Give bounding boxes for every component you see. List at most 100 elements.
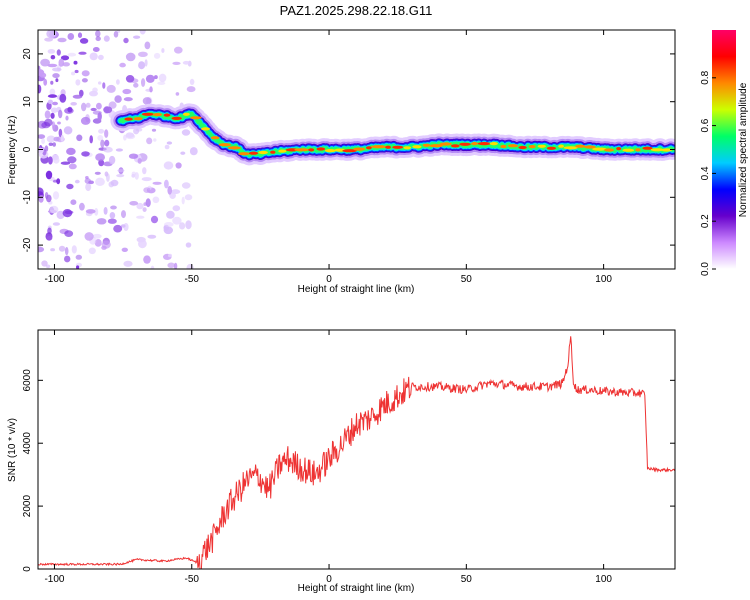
noise-blob <box>74 179 80 184</box>
noise-blob <box>94 239 102 247</box>
noise-blob <box>65 115 69 121</box>
noise-blob <box>64 230 74 238</box>
ridge-core <box>324 149 336 153</box>
ridge-core <box>163 113 171 117</box>
ridge-core <box>422 143 431 147</box>
noise-blob <box>84 178 92 184</box>
noise-blob <box>81 151 90 157</box>
noise-blob <box>97 135 104 141</box>
spectrogram-x-tick-label: 50 <box>461 274 473 285</box>
noise-blob <box>106 173 110 182</box>
noise-blob <box>50 80 54 85</box>
noise-blob <box>113 31 119 38</box>
noise-blob <box>172 216 182 225</box>
noise-blob <box>97 112 102 121</box>
noise-blob <box>109 212 116 219</box>
noise-blob <box>60 161 71 165</box>
colorbar-gradient <box>712 30 736 269</box>
noise-blob <box>94 208 99 216</box>
noise-blob <box>186 263 194 269</box>
noise-blob <box>108 155 116 165</box>
noise-blob <box>90 107 97 112</box>
colorbar-label: Normalized spectral amplitude <box>738 82 749 217</box>
ridge-core <box>403 146 412 150</box>
noise-blob <box>85 102 91 108</box>
ridge-core <box>477 142 491 146</box>
noise-blob <box>110 205 117 210</box>
spectrogram-y-tick-label: -10 <box>22 190 33 205</box>
noise-blob <box>52 101 58 106</box>
ridge-core <box>342 149 357 153</box>
noise-blob <box>141 177 152 182</box>
noise-blob <box>143 187 151 194</box>
ridge-core <box>210 136 220 140</box>
noise-blob <box>164 179 169 189</box>
noise-blob <box>157 81 166 86</box>
noise-blob <box>52 179 58 183</box>
noise-blob <box>38 84 42 94</box>
noise-blob <box>175 162 182 169</box>
noise-blob <box>110 179 119 187</box>
noise-blob <box>167 185 172 195</box>
noise-blob <box>39 72 47 78</box>
noise-blob <box>103 146 113 153</box>
ridge-core <box>171 116 182 120</box>
noise-blob <box>152 196 160 204</box>
noise-blob <box>116 174 125 178</box>
ridge-core <box>258 150 268 155</box>
noise-blob <box>158 73 167 83</box>
noise-blob <box>89 135 93 144</box>
ridge-core <box>227 146 241 150</box>
noise-blob <box>76 134 83 142</box>
ridge-core <box>316 147 326 151</box>
noise-blob <box>85 183 92 192</box>
noise-blob <box>44 110 51 119</box>
ridge-core <box>285 148 299 152</box>
noise-blob <box>74 69 79 74</box>
noise-blob <box>103 35 110 42</box>
noise-blob <box>49 205 59 214</box>
snr-x-tick-label: 0 <box>326 574 332 585</box>
noise-blob <box>185 242 192 248</box>
noise-blob <box>58 128 63 138</box>
noise-blob <box>104 139 110 147</box>
noise-blob <box>72 94 83 99</box>
noise-blob <box>47 63 58 68</box>
noise-blob <box>77 32 83 38</box>
noise-blob <box>163 226 173 235</box>
noise-blob <box>73 60 78 65</box>
noise-blob <box>114 95 122 103</box>
snr-x-tick-label: -100 <box>44 574 64 585</box>
noise-blob <box>58 245 66 252</box>
spectrogram-x-tick-label: -100 <box>44 274 64 285</box>
colorbar-tick-label: 0.6 <box>700 118 711 132</box>
snr-y-tick-label: 4000 <box>22 432 33 455</box>
noise-blob <box>142 97 152 105</box>
ridge-core <box>604 148 615 152</box>
noise-blob <box>116 79 120 85</box>
noise-blob <box>141 78 146 87</box>
ridge-core <box>622 148 635 152</box>
noise-blob <box>75 79 81 86</box>
noise-blob <box>60 134 64 143</box>
noise-blob <box>47 99 54 105</box>
noise-blob <box>55 78 59 83</box>
ridge-core <box>563 146 578 150</box>
snr-y-tick-label: 2000 <box>22 495 33 518</box>
noise-blob <box>164 144 170 150</box>
noise-blob <box>142 167 147 175</box>
ridge-core <box>294 148 309 152</box>
noise-blob <box>150 265 155 269</box>
noise-blob <box>47 227 52 235</box>
ridge-core <box>133 117 143 121</box>
noise-blob <box>41 138 45 145</box>
noise-blob <box>186 86 196 93</box>
noise-blob <box>133 82 139 88</box>
ridge-core <box>459 142 471 146</box>
ridge-core <box>238 152 250 156</box>
noise-blob <box>58 58 65 67</box>
noise-blob <box>53 156 60 164</box>
colorbar-tick-label: 0.2 <box>700 214 711 228</box>
ridge-core <box>278 149 287 153</box>
ridge-core <box>412 145 422 149</box>
